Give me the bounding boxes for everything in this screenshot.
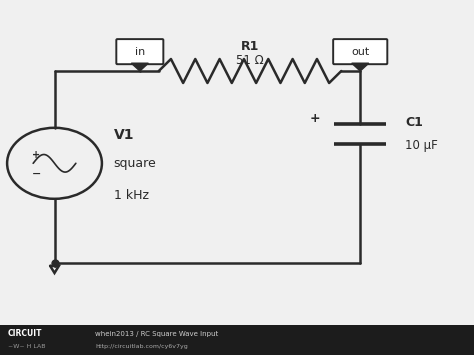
FancyBboxPatch shape (333, 39, 387, 64)
Polygon shape (352, 63, 369, 71)
Text: out: out (351, 47, 369, 57)
Text: whein2013 / RC Square Wave Input: whein2013 / RC Square Wave Input (95, 331, 218, 337)
FancyBboxPatch shape (116, 39, 164, 64)
Polygon shape (131, 63, 148, 71)
Text: 51 Ω: 51 Ω (236, 55, 264, 67)
Text: 10 μF: 10 μF (405, 139, 438, 152)
Text: V1: V1 (114, 128, 134, 142)
Text: +: + (32, 149, 40, 159)
Text: 1 kHz: 1 kHz (114, 189, 149, 202)
Text: R1: R1 (241, 40, 259, 54)
Text: CIRCUIT: CIRCUIT (8, 329, 43, 338)
Bar (0, 325, 474, 355)
Text: square: square (114, 157, 156, 170)
Text: +: + (310, 113, 320, 125)
Text: ~W~ H LAB: ~W~ H LAB (8, 344, 46, 349)
Text: −: − (32, 169, 41, 179)
Text: in: in (135, 47, 145, 57)
Text: http://circuitlab.com/cy6v7yg: http://circuitlab.com/cy6v7yg (95, 344, 188, 349)
Text: C1: C1 (405, 116, 423, 129)
